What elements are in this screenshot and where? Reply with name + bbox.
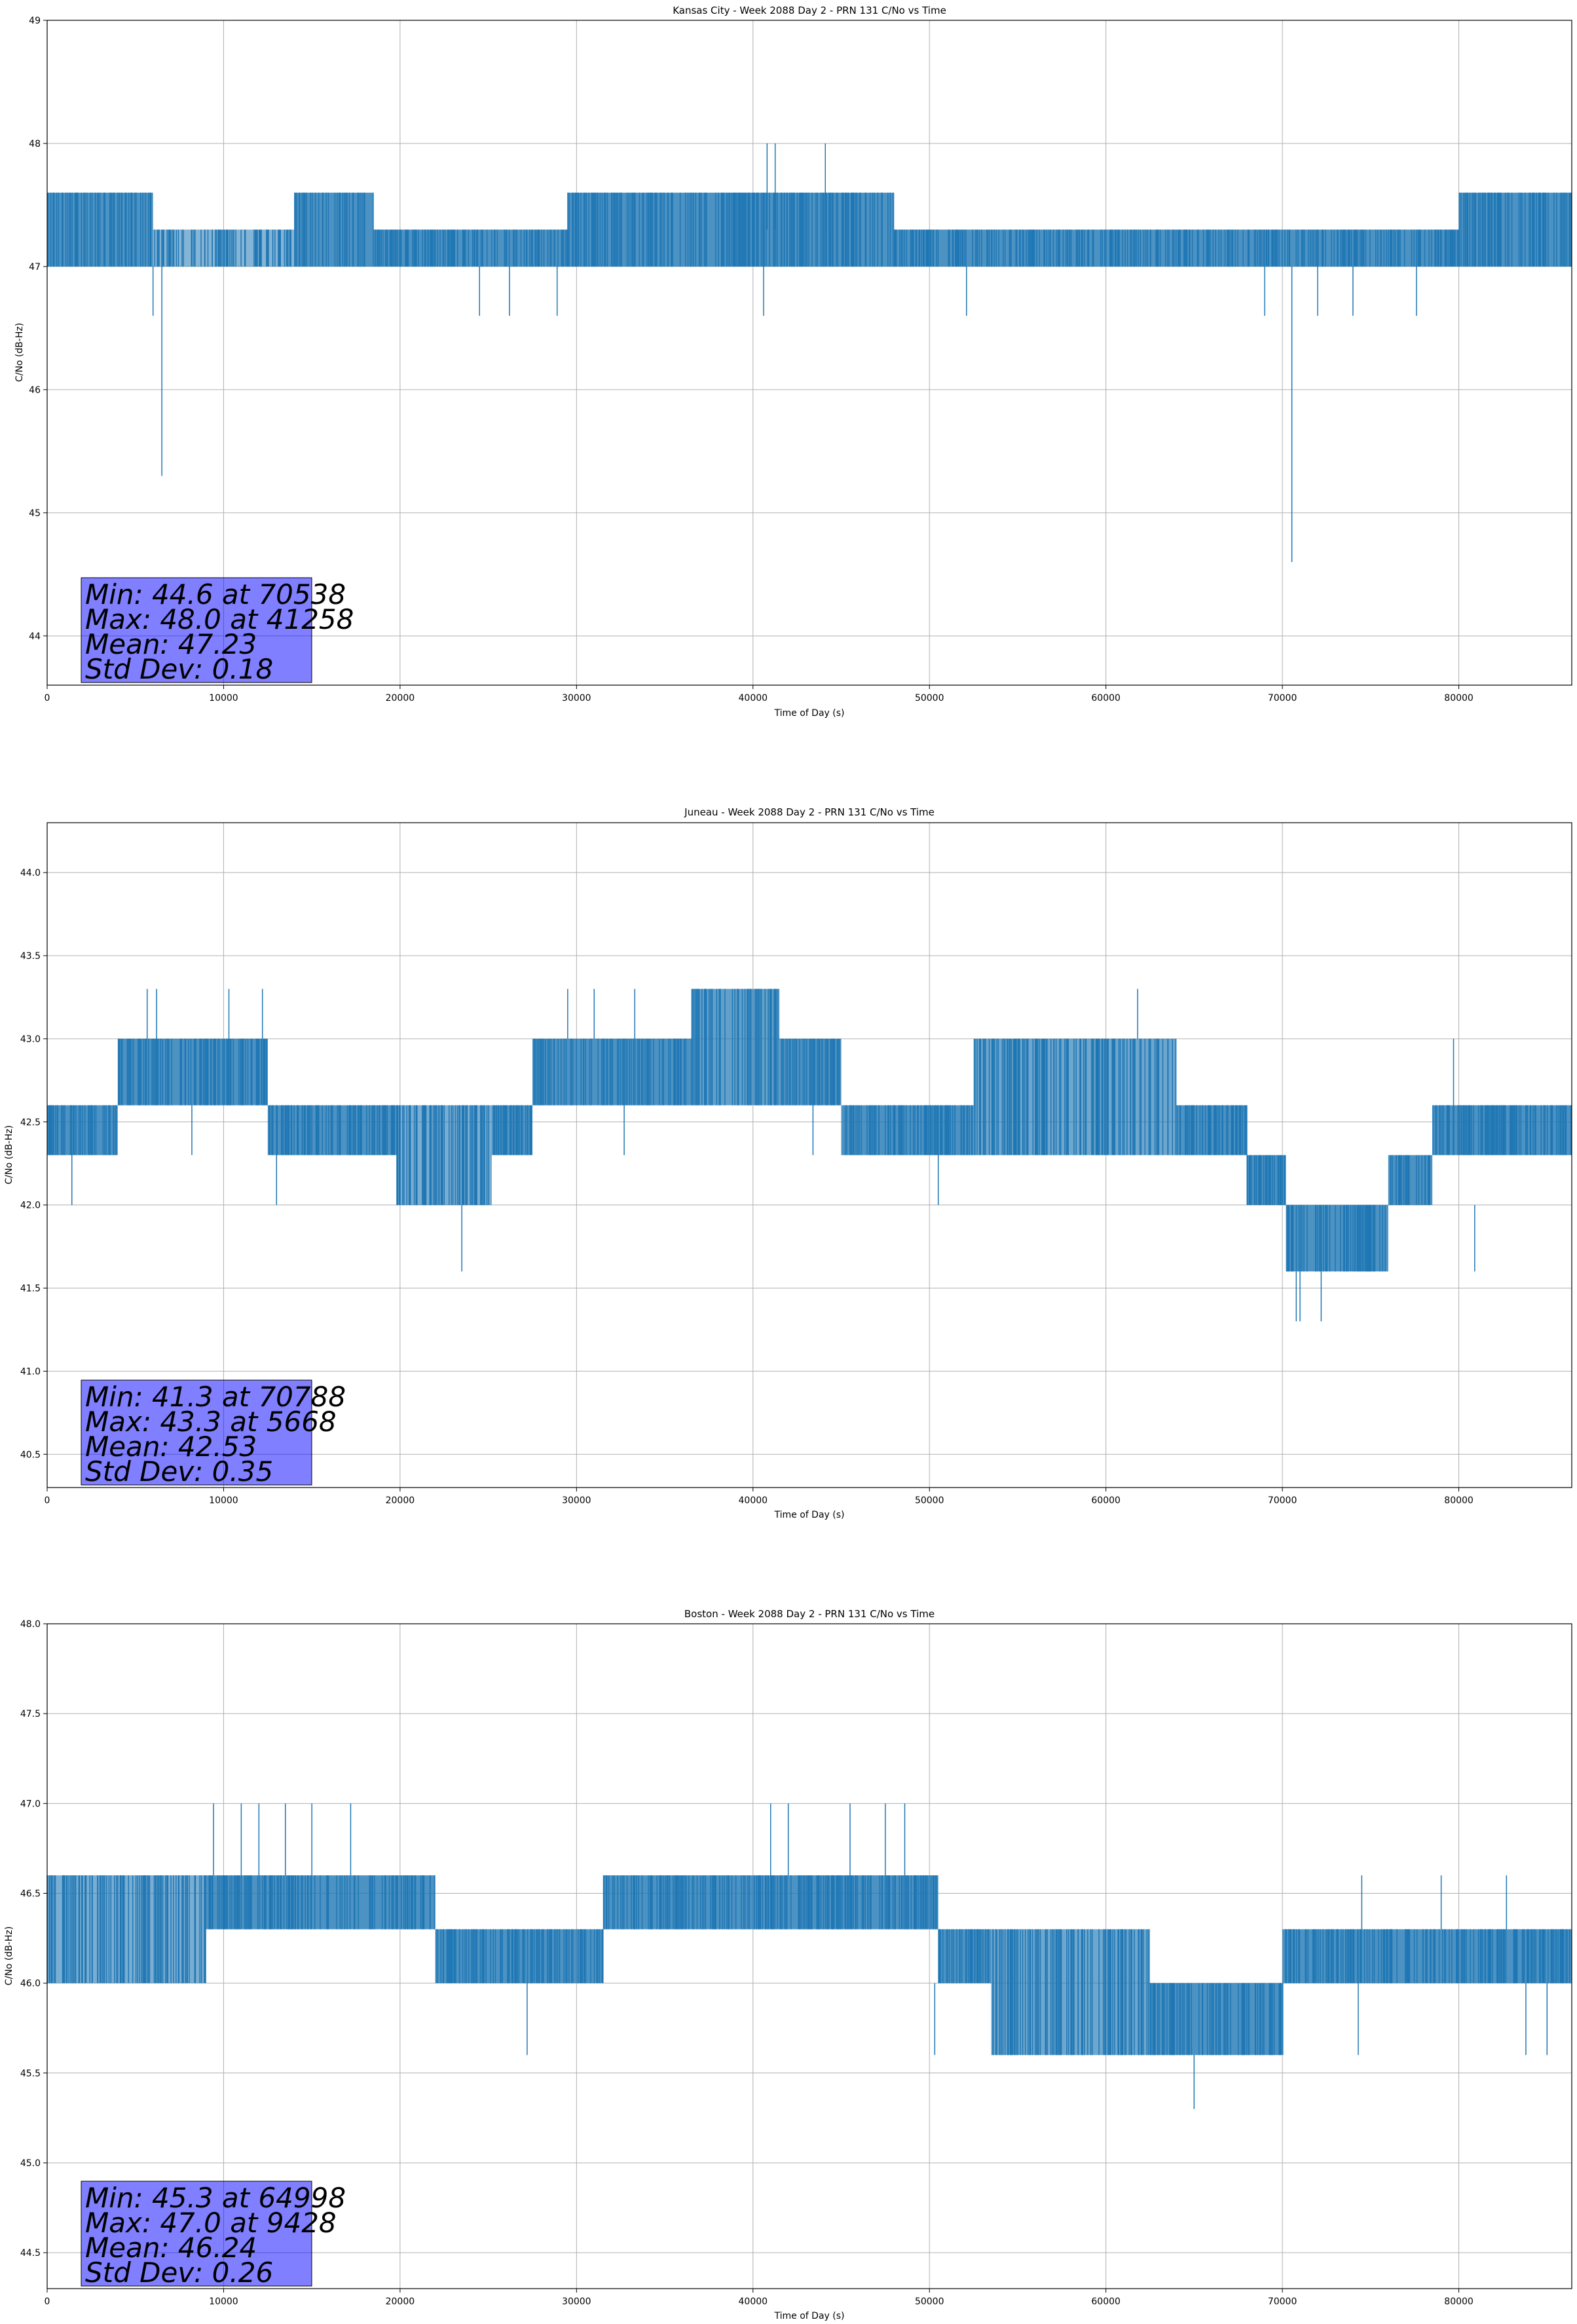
x-axis-label: Time of Day (s) [774,708,845,719]
x-tick-label: 0 [45,2296,50,2307]
x-tick-label: 10000 [209,1495,238,1506]
x-tick-label: 80000 [1444,2296,1474,2307]
x-tick-label: 40000 [739,693,768,703]
x-tick-label: 70000 [1268,693,1297,703]
series-cno [46,1803,1572,2109]
chart-boston: Boston - Week 2088 Day 2 - PRN 131 C/No … [4,1608,1572,2321]
stats-line: Mean: 46.24 [85,2232,257,2264]
y-tick-label: 44.0 [20,868,41,878]
chart-title: Juneau - Week 2088 Day 2 - PRN 131 C/No … [684,806,935,818]
stats-line: Max: 43.3 at 5668 [85,1406,337,1438]
x-tick-label: 30000 [562,1495,591,1506]
x-tick-label: 10000 [209,2296,238,2307]
y-tick-label: 45.0 [20,2158,41,2169]
stats-box [81,577,312,683]
stats-line: Mean: 42.53 [85,1431,257,1463]
x-tick-label: 80000 [1444,1495,1474,1506]
x-tick-label: 50000 [915,693,944,703]
x-tick-label: 80000 [1444,693,1474,703]
y-tick-label: 42.0 [20,1201,41,1211]
series-cno [47,988,1572,1322]
y-tick-label: 43.5 [20,951,41,962]
x-tick-label: 50000 [915,1495,944,1506]
stats-line: Std Dev: 0.18 [85,653,273,685]
y-axis-label: C/No (dB-Hz) [4,1926,14,1985]
y-tick-label: 45.5 [20,2069,41,2079]
x-tick-label: 10000 [209,693,238,703]
data-band [841,1105,974,1155]
chart-title: Kansas City - Week 2088 Day 2 - PRN 131 … [673,5,946,16]
stats-line: Max: 47.0 at 9428 [85,2207,337,2239]
x-tick-label: 50000 [915,2296,944,2307]
x-tick-label: 70000 [1268,1495,1297,1506]
stats-box [81,2181,312,2287]
chart-title: Boston - Week 2088 Day 2 - PRN 131 C/No … [684,1608,935,1620]
x-axis-label: Time of Day (s) [774,1510,845,1520]
x-tick-label: 60000 [1091,2296,1121,2307]
y-tick-label: 46.0 [20,1979,41,1989]
data-band [532,1038,692,1106]
chart-kansas-city: Kansas City - Week 2088 Day 2 - PRN 131 … [14,5,1572,719]
series-cno [47,143,1572,563]
x-tick-label: 30000 [562,693,591,703]
x-tick-label: 60000 [1091,1495,1121,1506]
y-tick-label: 41.5 [20,1284,41,1294]
chart-juneau: Juneau - Week 2088 Day 2 - PRN 131 C/No … [4,806,1572,1520]
plot-frame [46,822,1572,1488]
y-tick-label: 48 [29,139,41,149]
plot-frame [46,1623,1572,2289]
x-tick-label: 0 [45,1495,50,1506]
y-tick-label: 47 [29,262,41,272]
x-tick-label: 30000 [562,2296,591,2307]
stats-line: Std Dev: 0.35 [85,1455,273,1488]
stats-box [81,1379,312,1486]
y-tick-label: 47.0 [20,1799,41,1809]
y-tick-label: 47.5 [20,1709,41,1719]
data-band [1458,193,1572,267]
y-tick-label: 44.5 [20,2248,41,2258]
y-tick-label: 45 [29,508,41,519]
x-tick-label: 40000 [739,2296,768,2307]
y-tick-label: 44 [29,631,41,642]
x-tick-label: 60000 [1091,693,1121,703]
data-band [1432,1105,1572,1155]
x-tick-label: 0 [45,693,50,703]
y-tick-label: 46.5 [20,1888,41,1899]
y-tick-label: 49 [29,16,41,26]
stats-line: Min: 44.6 at 70538 [85,578,346,610]
y-axis-label: C/No (dB-Hz) [4,1125,14,1184]
stats-line: Min: 45.3 at 64998 [85,2182,346,2214]
y-tick-label: 40.5 [20,1450,41,1460]
y-tick-label: 41.0 [20,1366,41,1377]
y-tick-label: 48.0 [20,1619,41,1630]
y-axis-label: C/No (dB-Hz) [14,323,25,382]
x-tick-label: 20000 [386,2296,415,2307]
x-axis-label: Time of Day (s) [774,2311,845,2321]
y-tick-label: 42.5 [20,1117,41,1128]
y-tick-label: 43.0 [20,1034,41,1045]
plot-frame [46,20,1572,686]
x-tick-label: 70000 [1268,2296,1297,2307]
x-tick-label: 20000 [386,1495,415,1506]
stats-line: Min: 41.3 at 70788 [85,1381,346,1413]
stats-line: Mean: 47.23 [85,628,257,660]
stats-line: Std Dev: 0.26 [85,2257,273,2289]
x-tick-label: 20000 [386,693,415,703]
x-tick-label: 40000 [739,1495,768,1506]
stats-line: Max: 48.0 at 41258 [85,603,354,635]
y-tick-label: 46 [29,385,41,396]
